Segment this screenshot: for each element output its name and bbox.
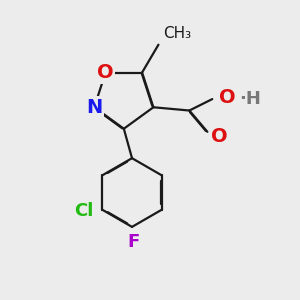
Text: O: O [219,88,235,107]
Text: Cl: Cl [75,202,94,220]
Text: O: O [211,127,227,146]
Text: CH₃: CH₃ [164,26,191,41]
Text: F: F [128,232,140,250]
Text: O: O [97,63,114,82]
Text: N: N [86,98,102,117]
Text: ·H: ·H [239,90,261,108]
